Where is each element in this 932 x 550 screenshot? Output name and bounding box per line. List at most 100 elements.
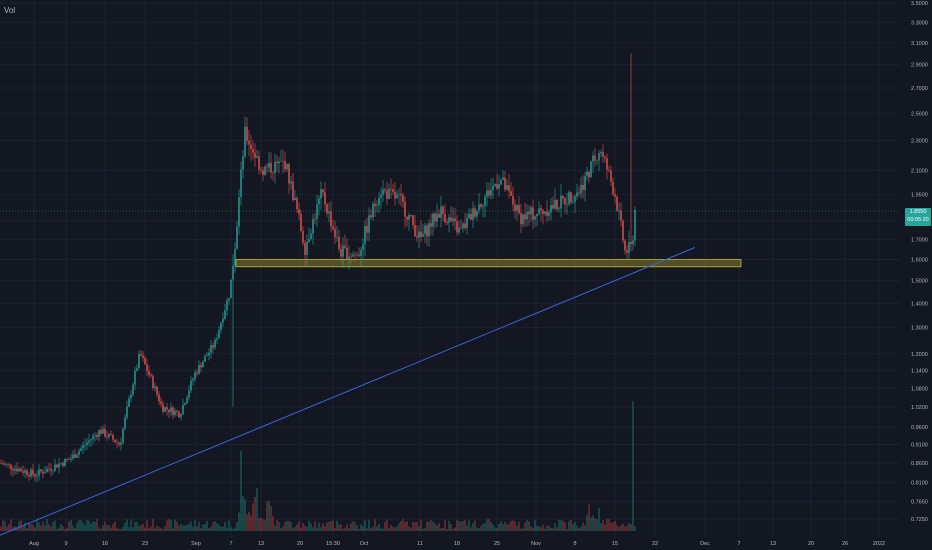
candle-body xyxy=(372,203,374,218)
y-tick-label: 1.4000 xyxy=(911,301,928,307)
candle-body xyxy=(114,439,116,443)
volume-bar xyxy=(416,521,418,531)
candle-body xyxy=(308,239,310,243)
volume-bar xyxy=(620,525,622,531)
x-tick-label: Aug xyxy=(29,541,39,547)
candle-body xyxy=(58,463,60,468)
volume-bar xyxy=(282,526,284,531)
volume-bar xyxy=(50,526,52,531)
volume-bar xyxy=(118,528,120,531)
volume-bar xyxy=(472,523,474,531)
candle-body xyxy=(416,236,418,238)
volume-bar xyxy=(372,527,374,531)
volume-bar xyxy=(550,527,552,531)
candle-body xyxy=(628,242,630,253)
volume-bar xyxy=(82,522,84,531)
volume-bar xyxy=(480,525,482,531)
candle-body xyxy=(222,318,224,323)
volume-bar xyxy=(626,525,628,531)
volume-bar xyxy=(390,525,392,531)
candle-body xyxy=(382,189,384,195)
candle-body xyxy=(362,244,364,250)
volume-bar xyxy=(506,524,508,531)
candle-body xyxy=(100,430,102,434)
candle-body xyxy=(84,444,86,446)
candle-body xyxy=(180,414,182,418)
volume-bar xyxy=(478,527,480,531)
volume-bar xyxy=(302,523,304,531)
candle-body xyxy=(538,208,540,214)
candle-body xyxy=(424,225,426,234)
volume-bar xyxy=(286,521,288,531)
candle-body xyxy=(556,199,558,210)
support-zone[interactable] xyxy=(235,259,742,268)
volume-bar xyxy=(362,526,364,531)
volume-bar xyxy=(130,519,132,531)
volume-bar xyxy=(240,451,242,531)
candle-body xyxy=(106,436,108,438)
volume-bar xyxy=(592,515,594,531)
candle-body xyxy=(480,204,482,208)
volume-bar xyxy=(356,525,358,531)
y-tick-label: 1.6000 xyxy=(911,258,928,264)
volume-bar xyxy=(402,519,404,531)
candle-body xyxy=(272,172,274,174)
volume-bar xyxy=(524,522,526,531)
volume-bar xyxy=(42,521,44,531)
volume-bar xyxy=(172,528,174,531)
price-axis[interactable]: 3.5000 3.3000 3.1000 2.9000 2.7000 2.5000 2.30… xyxy=(911,1,928,523)
volume-bar xyxy=(464,519,466,531)
candle-body xyxy=(520,213,522,225)
candle-body xyxy=(592,155,594,162)
volume-bar xyxy=(122,526,124,531)
volume-bar xyxy=(178,525,180,531)
volume-bar xyxy=(296,524,298,531)
volume-bar xyxy=(344,527,346,531)
candle-body xyxy=(398,193,400,195)
y-tick-label: 0.7250 xyxy=(911,517,928,523)
volume-bar xyxy=(370,527,372,531)
volume-bar xyxy=(164,525,166,531)
volume-bar xyxy=(320,527,322,531)
candle-body xyxy=(450,217,452,222)
candle-body xyxy=(516,205,518,211)
candle-body xyxy=(50,468,52,471)
candle-body xyxy=(148,370,150,376)
volume-bar xyxy=(434,523,436,531)
candle-body xyxy=(82,445,84,449)
candle-body xyxy=(476,210,478,217)
volume-bar xyxy=(598,507,600,531)
candle-body xyxy=(186,397,188,404)
volume-indicator-label: Vol xyxy=(4,6,16,15)
volume-bar xyxy=(256,488,258,531)
candle-body xyxy=(622,220,624,241)
volume-bar xyxy=(508,524,510,531)
candle-body xyxy=(586,171,588,177)
candle-body xyxy=(24,470,26,473)
volume-bar xyxy=(460,521,462,531)
volume-bar xyxy=(510,521,512,531)
candle-body xyxy=(412,215,414,226)
candle-body xyxy=(500,179,502,184)
volume-bar xyxy=(316,528,318,531)
trendline[interactable] xyxy=(0,247,696,536)
volume-bar xyxy=(250,515,252,531)
volume-bar xyxy=(46,519,48,531)
candle-body xyxy=(160,401,162,404)
volume-bar xyxy=(628,523,630,531)
volume-bar xyxy=(326,522,328,531)
volume-bar xyxy=(198,521,200,531)
candle-body xyxy=(446,222,448,223)
candle-body xyxy=(474,208,476,217)
volume-bar xyxy=(456,520,458,531)
candle-body xyxy=(390,188,392,190)
candle-body xyxy=(112,434,114,440)
time-axis[interactable]: Aug 9 16 23 Sep 7 13 20 15:30 Oct 11 18 25 Nov 8 15 22 De… xyxy=(29,541,885,547)
candle-body xyxy=(70,458,72,460)
candle-body xyxy=(340,249,342,257)
volume-bars xyxy=(0,401,636,531)
volume-bar xyxy=(330,521,332,531)
volume-bar xyxy=(196,526,198,531)
volume-bar xyxy=(262,519,264,531)
